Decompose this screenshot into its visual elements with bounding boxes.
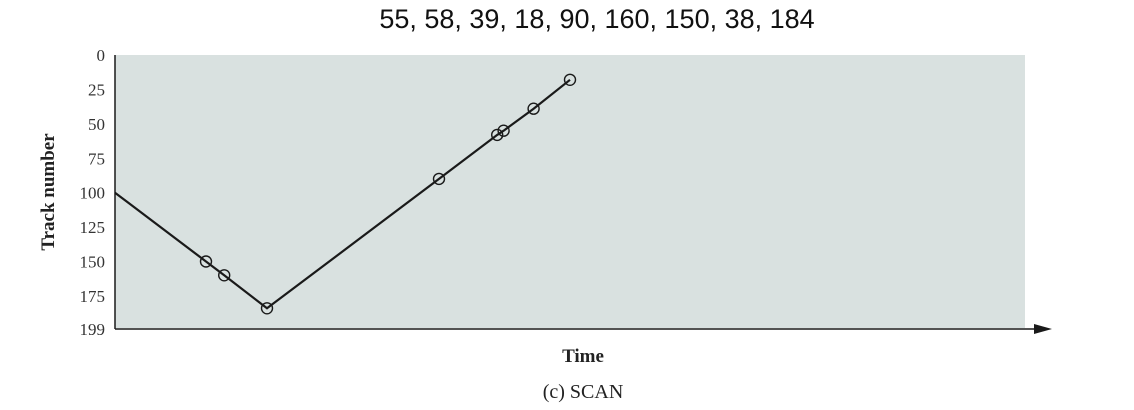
request-point (260, 302, 274, 315)
y-tick-label: 75 (88, 149, 105, 168)
y-tick-label: 175 (80, 287, 106, 306)
request-point (563, 73, 577, 87)
y-tick-label: 150 (80, 253, 106, 272)
y-tick-label: 199 (80, 320, 106, 339)
y-axis-label: Track number (38, 133, 59, 251)
request-point (497, 124, 510, 137)
chart-caption: (c) SCAN (543, 381, 624, 403)
y-tick-label: 25 (88, 80, 105, 99)
request-point (491, 128, 504, 142)
y-tick-label: 0 (97, 46, 106, 65)
x-axis-label: Time (562, 346, 604, 367)
y-tick-label: 50 (88, 115, 105, 134)
x-axis-arrow (1034, 324, 1052, 334)
request-point (432, 172, 446, 186)
request-point (527, 102, 540, 115)
request-point (217, 269, 231, 282)
y-tick-label: 100 (80, 184, 106, 203)
y-axis-ticks: 0 25 50 75 100 125 150 175 199 (80, 46, 106, 339)
request-point (199, 255, 213, 268)
plot-area (115, 55, 1025, 328)
scan-path-line (114, 78, 571, 310)
y-tick-label: 125 (80, 218, 106, 237)
request-sequence: 55, 58, 39, 18, 90, 160, 150, 38, 184 (379, 4, 815, 34)
series-group (114, 73, 577, 315)
